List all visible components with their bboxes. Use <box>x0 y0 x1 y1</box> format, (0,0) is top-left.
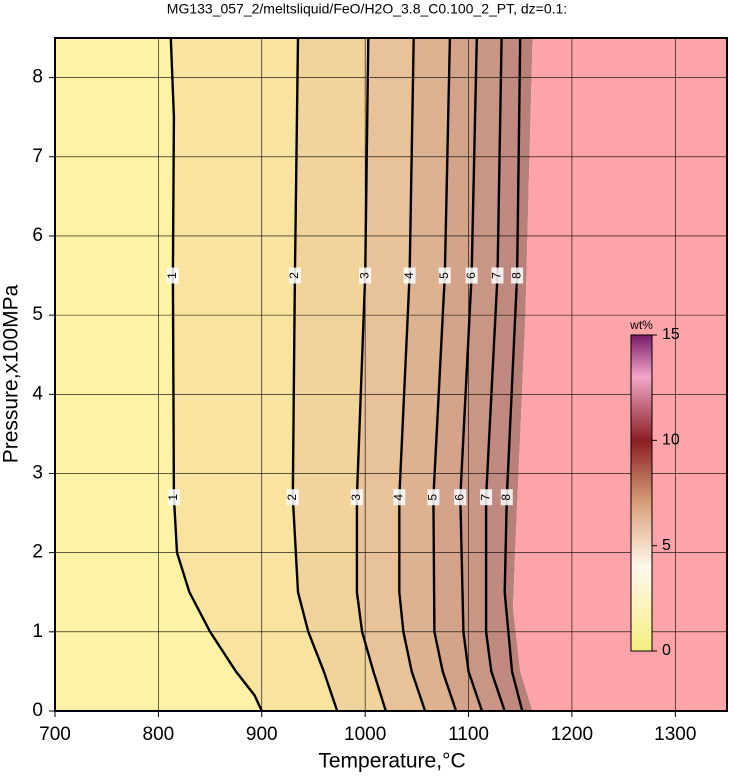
y-axis-label: Pressure,x100MPa <box>0 284 23 463</box>
contour-label-bg <box>465 267 478 284</box>
contour-label: 4 <box>402 272 416 279</box>
x-tick-label: 800 <box>143 724 175 745</box>
contour-label: 8 <box>499 494 513 501</box>
contour-label-bg <box>288 267 301 284</box>
band <box>486 38 523 711</box>
contour-label-bg <box>511 267 524 284</box>
contour-line <box>169 38 263 711</box>
contour-label: 6 <box>452 494 466 501</box>
x-tick-label: 900 <box>246 724 278 745</box>
contour-label-bg <box>438 267 451 284</box>
x-tick-label: 1000 <box>344 724 386 745</box>
plot-frame <box>54 37 728 712</box>
x-axis-label: Temperature,°C <box>318 750 465 773</box>
y-tick-label: 8 <box>32 67 43 88</box>
contour-label-bg <box>167 489 180 506</box>
y-tick-label: 1 <box>32 621 43 642</box>
colorbar-tick-label: 5 <box>662 537 671 554</box>
x-tick-label: 1200 <box>551 724 593 745</box>
y-tick-label: 4 <box>32 383 43 404</box>
contour-label: 3 <box>349 494 363 501</box>
y-tick-label: 5 <box>32 304 43 325</box>
contour-label-bg <box>491 267 504 284</box>
contour-label-bg <box>359 267 372 284</box>
chart-title: MG133_057_2/meltsliquid/FeO/H2O_3.8_C0.1… <box>167 1 567 17</box>
contour-label-bg <box>454 489 467 506</box>
band <box>356 38 426 711</box>
colorbar-tick-label: 0 <box>662 642 671 659</box>
contour-label-bg <box>427 489 440 506</box>
colorbar-tick-label: 15 <box>662 326 680 343</box>
band <box>433 38 482 711</box>
y-tick-label: 2 <box>32 542 43 563</box>
contour-label-bg <box>480 489 493 506</box>
contour-line <box>484 38 506 711</box>
contour-label: 7 <box>478 494 492 501</box>
y-tick-label: 7 <box>32 146 43 167</box>
region <box>513 38 727 711</box>
band <box>399 38 457 711</box>
contour-label-bg <box>403 267 416 284</box>
contour-label-bg <box>393 489 406 506</box>
band <box>504 38 533 711</box>
contour-label: 2 <box>285 494 299 501</box>
band <box>292 38 386 711</box>
x-tick-label: 1300 <box>654 724 696 745</box>
contour-label: 4 <box>391 494 405 501</box>
contour-label: 1 <box>166 494 180 501</box>
y-tick-label: 3 <box>32 462 43 483</box>
contour-label-bg <box>286 489 299 506</box>
contour-line <box>459 38 484 711</box>
contour-label-bg <box>500 489 513 506</box>
contour-label: 5 <box>437 272 451 279</box>
contour-label: 5 <box>426 494 440 501</box>
y-tick-label: 0 <box>32 700 43 721</box>
contour-line <box>432 38 458 711</box>
contour-label: 1 <box>165 272 179 279</box>
contour-label: 7 <box>490 272 504 279</box>
x-tick-label: 700 <box>39 724 71 745</box>
band <box>460 38 505 711</box>
contour-line <box>503 38 524 711</box>
contour-label-bg <box>350 489 363 506</box>
contour-label: 6 <box>464 272 478 279</box>
x-tick-label: 1100 <box>448 724 489 745</box>
contour-label: 3 <box>357 272 371 279</box>
contour-label-bg <box>166 267 179 284</box>
colorbar <box>630 334 653 652</box>
colorbar-tick-label: 10 <box>662 432 680 449</box>
y-tick-label: 6 <box>32 225 43 246</box>
contour-label: 2 <box>287 272 301 279</box>
contour-label: 8 <box>509 272 523 279</box>
colorbar-label: wt% <box>629 318 653 332</box>
